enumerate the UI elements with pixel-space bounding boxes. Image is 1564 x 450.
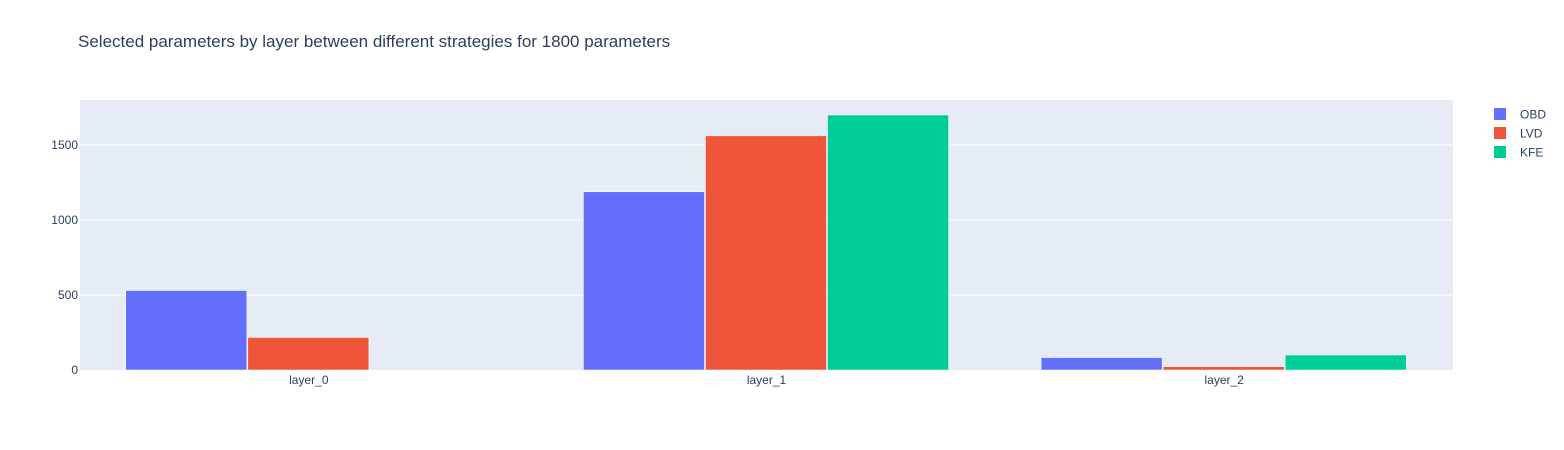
chart-title: Selected parameters by layer between dif…	[78, 32, 671, 51]
y-tick-label: 1500	[51, 138, 78, 152]
bar-lvd-layer_2[interactable]	[1162, 366, 1285, 371]
bar-obd-layer_2[interactable]	[1040, 357, 1163, 371]
bar-obd-layer_1[interactable]	[583, 191, 705, 371]
bar-lvd-layer_1[interactable]	[705, 135, 827, 371]
y-tick-label: 500	[58, 288, 78, 302]
bar-lvd-layer_0[interactable]	[247, 337, 370, 371]
x-tick-label: layer_0	[289, 373, 329, 387]
legend: OBD LVD KFE	[1494, 108, 1546, 160]
legend-label-kfe[interactable]: KFE	[1520, 146, 1543, 160]
x-tick-label: layer_2	[1204, 373, 1244, 387]
bar-kfe-layer_2[interactable]	[1284, 354, 1407, 371]
legend-swatch-obd[interactable]	[1494, 108, 1506, 120]
x-tick-label: layer_1	[747, 373, 787, 387]
y-tick-label: 0	[71, 363, 78, 377]
x-axis-ticks: layer_0 layer_1 layer_2	[289, 373, 1244, 387]
legend-swatch-kfe[interactable]	[1494, 146, 1506, 158]
y-axis-ticks: 0 500 1000 1500	[51, 138, 78, 377]
legend-swatch-lvd[interactable]	[1494, 127, 1506, 139]
bars	[125, 114, 1407, 371]
bar-obd-layer_0[interactable]	[125, 290, 248, 371]
y-tick-label: 1000	[51, 213, 78, 227]
legend-label-lvd[interactable]: LVD	[1520, 127, 1543, 141]
bar-kfe-layer_1[interactable]	[827, 114, 949, 371]
legend-label-obd[interactable]: OBD	[1520, 108, 1546, 122]
